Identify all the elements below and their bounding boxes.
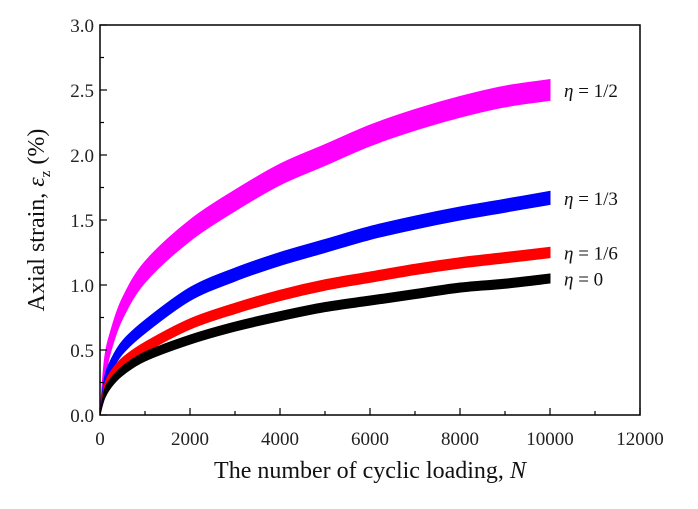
x-tick-label: 4000 — [261, 429, 299, 450]
y-tick-label: 0.0 — [70, 406, 94, 427]
series-band-0 — [99, 79, 551, 416]
series-band-2 — [99, 246, 551, 416]
x-tick-label: 8000 — [441, 429, 479, 450]
x-tick-label: 12000 — [616, 429, 664, 450]
y-tick-label: 1.0 — [70, 276, 94, 297]
series-label-value: = 1/2 — [573, 81, 618, 102]
y-axis-label-variable: ε — [24, 177, 50, 187]
y-tick-label: 2.5 — [70, 81, 94, 102]
series-band-3 — [99, 273, 551, 416]
x-tick-label: 2000 — [171, 429, 209, 450]
series-label-variable: η — [564, 189, 573, 210]
x-axis-label: The number of cyclic loading, N — [214, 458, 528, 484]
x-tick-label: 0 — [95, 429, 105, 450]
plot-frame — [99, 24, 641, 416]
y-tick-label: 0.5 — [70, 341, 94, 362]
x-axis-label-variable: N — [509, 458, 528, 484]
series-layer — [99, 79, 551, 416]
y-axis-label: Axial strain, εz (%) — [24, 129, 54, 312]
x-axis-label-text: The number of cyclic loading, — [214, 458, 510, 484]
y-tick-label: 3.0 — [70, 16, 94, 37]
series-label-variable: η — [564, 270, 573, 291]
series-label-value: = 1/3 — [573, 189, 618, 210]
series-band-1 — [99, 190, 551, 416]
series-label-0: η = 1/2 — [564, 81, 618, 102]
series-label-3: η = 0 — [564, 270, 603, 291]
ticks-layer — [99, 24, 641, 416]
series-label-variable: η — [564, 244, 573, 265]
labels-layer: 0 2000 4000 6000 8000 10000 12000 0.0 0.5 1.0 1.5 2… — [70, 16, 664, 450]
y-tick-label: 2.0 — [70, 146, 94, 167]
x-tick-label: 10000 — [526, 429, 574, 450]
y-axis-label-unit: (%) — [24, 129, 50, 171]
series-label-1: η = 1/3 — [564, 189, 618, 210]
x-tick-label: 6000 — [351, 429, 389, 450]
series-label-2: η = 1/6 — [564, 244, 618, 265]
y-axis-label-text: Axial strain, — [24, 187, 50, 312]
y-tick-label: 1.5 — [70, 211, 94, 232]
series-label-variable: η — [564, 81, 573, 102]
series-label-value: = 1/6 — [573, 244, 618, 265]
series-label-value: = 0 — [573, 270, 603, 291]
y-axis-label-subscript: z — [38, 170, 54, 177]
